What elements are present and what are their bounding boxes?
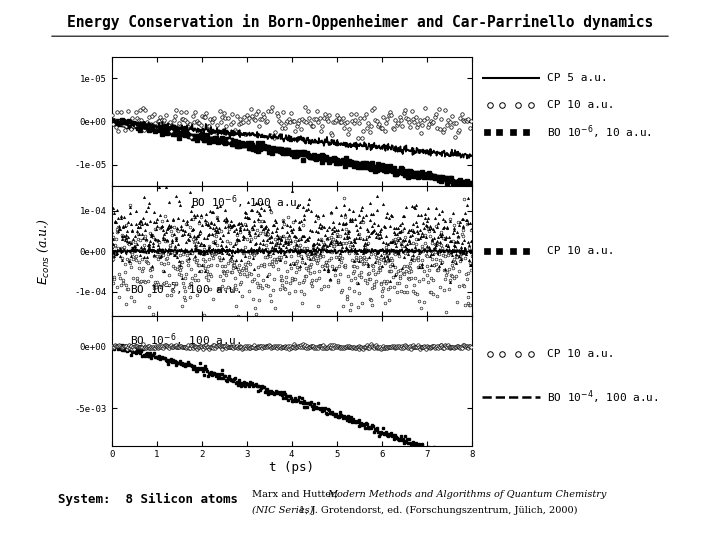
Text: Modern Methods and Algorithms of Quantum Chemistry: Modern Methods and Algorithms of Quantum… <box>328 490 607 498</box>
Text: $E_{cons}$ (a.u.): $E_{cons}$ (a.u.) <box>35 218 51 285</box>
Text: (NIC Series): (NIC Series) <box>252 506 317 515</box>
Text: Energy Conservation in Born-Oppenheimer and Car-Parrinello dynamics: Energy Conservation in Born-Oppenheimer … <box>67 14 653 30</box>
Text: BO 10$^{-5}$, 100 a.u.: BO 10$^{-5}$, 100 a.u. <box>130 281 241 298</box>
Text: CP 10 a.u.: CP 10 a.u. <box>547 246 615 256</box>
Text: 1, J. Grotendorst, ed. (Forschungszentrum, Jülich, 2000): 1, J. Grotendorst, ed. (Forschungszentru… <box>299 506 577 515</box>
Text: BO 10$^{-6}$, 100 a.u.: BO 10$^{-6}$, 100 a.u. <box>130 331 241 349</box>
Text: CP 10 a.u.: CP 10 a.u. <box>547 100 615 110</box>
Text: BO 10$^{-6}$, 10 a.u.: BO 10$^{-6}$, 10 a.u. <box>547 124 652 141</box>
Text: CP 5 a.u.: CP 5 a.u. <box>547 73 608 83</box>
Text: System:  8 Silicon atoms: System: 8 Silicon atoms <box>58 493 238 506</box>
Text: Marx and Hutter,: Marx and Hutter, <box>252 490 341 498</box>
Text: CP 10 a.u.: CP 10 a.u. <box>547 349 615 359</box>
Text: BO 10$^{-6}$, 100 a.u.: BO 10$^{-6}$, 100 a.u. <box>191 194 302 212</box>
Text: t (ps): t (ps) <box>269 461 314 474</box>
Text: BO 10$^{-4}$, 100 a.u.: BO 10$^{-4}$, 100 a.u. <box>547 388 659 406</box>
